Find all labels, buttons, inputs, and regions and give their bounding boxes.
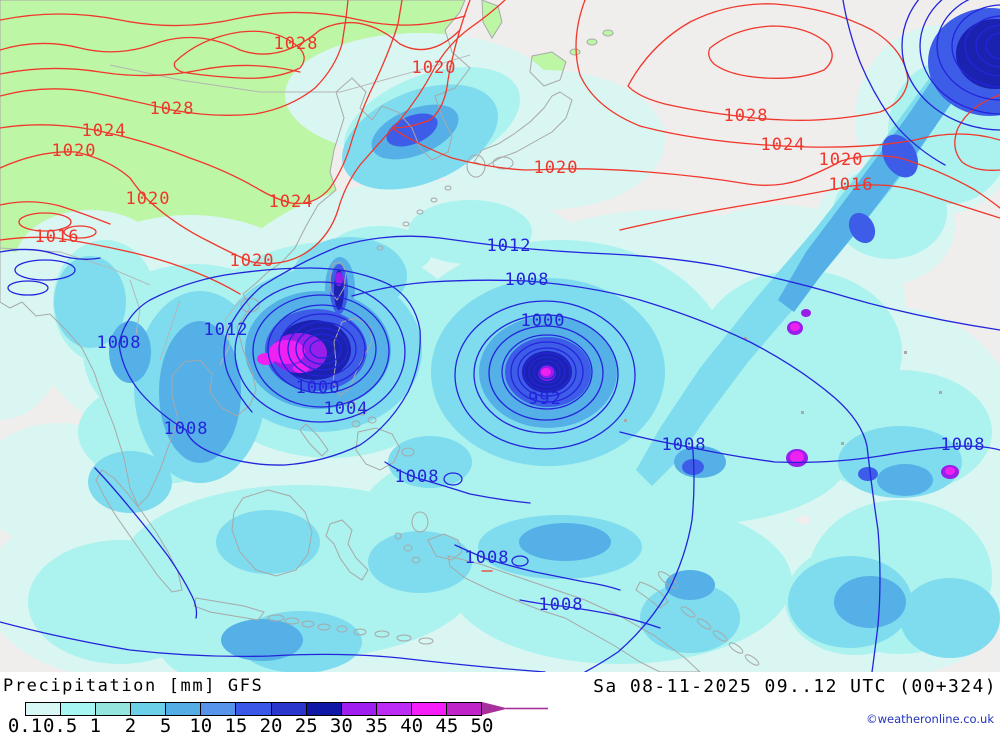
isobar-label-1008: 1008 xyxy=(940,435,986,456)
isobar-label-1024: 1024 xyxy=(81,121,127,142)
colorbar-cell-6 xyxy=(236,703,272,715)
isobar-label-1028: 1028 xyxy=(149,99,195,120)
isobar-label-1008: 1008 xyxy=(504,270,550,291)
isobar-label-992: 992 xyxy=(528,389,562,410)
colorbar-cell-11 xyxy=(411,703,447,715)
weather-map xyxy=(0,0,1000,672)
colorbar-cell-3 xyxy=(131,703,167,715)
scale-label-20: 20 xyxy=(259,715,283,733)
isobar-label-1000: 1000 xyxy=(295,378,341,399)
colorbar-cell-8 xyxy=(306,703,342,715)
scale-label-30: 30 xyxy=(329,715,353,733)
isobar-label-1008: 1008 xyxy=(394,467,440,488)
precipitation-colorbar xyxy=(25,702,482,716)
scale-label-40: 40 xyxy=(400,715,424,733)
isobars-low-pressure xyxy=(0,0,1000,672)
scale-label-45: 45 xyxy=(435,715,459,733)
colorbar-cell-0 xyxy=(26,703,62,715)
isobar-label-1012: 1012 xyxy=(203,320,249,341)
isobar-label-1008: 1008 xyxy=(464,548,510,569)
colorbar-cell-9 xyxy=(341,703,377,715)
isobar-label-1016: 1016 xyxy=(34,227,80,248)
scale-label-25: 25 xyxy=(294,715,318,733)
scale-label-15: 15 xyxy=(224,715,248,733)
isobar-label-1028: 1028 xyxy=(723,106,769,127)
scale-label-50: 50 xyxy=(470,715,494,733)
isobar-label-1020: 1020 xyxy=(229,251,275,272)
scale-label-0.1: 0.1 xyxy=(7,715,43,733)
scale-label-0.5: 0.5 xyxy=(42,715,78,733)
colorbar-cell-2 xyxy=(96,703,132,715)
isobar-label-1020: 1020 xyxy=(51,141,97,162)
isobar-label-1008: 1008 xyxy=(538,595,584,616)
isobar-label-1024: 1024 xyxy=(268,192,314,213)
forecast-datetime: Sa 08-11-2025 09..12 UTC (00+324) xyxy=(593,676,997,697)
scale-label-35: 35 xyxy=(365,715,388,733)
isobar-labels-layer: 1028 1020 1028 1024 1020 1020 1024 1016 1020 1020… xyxy=(34,34,986,616)
scale-label-10: 10 xyxy=(189,715,213,733)
isobar-label-1020: 1020 xyxy=(533,158,579,179)
scale-label-2: 2 xyxy=(124,715,137,733)
colorbar-cell-7 xyxy=(271,703,307,715)
isobar-label-1012: 1012 xyxy=(486,236,532,257)
legend-title: Precipitation [mm] GFS xyxy=(3,676,264,696)
colorbar-cell-10 xyxy=(376,703,412,715)
isobar-label-1028: 1028 xyxy=(273,34,319,55)
isobar-label-1016: 1016 xyxy=(828,175,874,196)
isobar-label-1004: 1004 xyxy=(323,399,369,420)
isobar-label-1020: 1020 xyxy=(411,58,457,79)
isobar-label-1024: 1024 xyxy=(760,135,806,156)
scale-label-5: 5 xyxy=(159,715,172,733)
isobar-label-1008: 1008 xyxy=(661,435,707,456)
colorbar-cell-5 xyxy=(201,703,237,715)
copyright-notice: ©weatheronline.co.uk xyxy=(866,712,994,726)
isobar-label-1020: 1020 xyxy=(818,150,864,171)
scale-label-1: 1 xyxy=(89,715,102,733)
colorbar-cell-12 xyxy=(446,703,482,715)
colorbar-cell-4 xyxy=(166,703,202,715)
isobar-label-1008: 1008 xyxy=(163,419,209,440)
isobar-label-1020: 1020 xyxy=(125,189,171,210)
colorbar-cell-1 xyxy=(61,703,97,715)
isobar-label-1000: 1000 xyxy=(520,311,566,332)
isobar-label-1008: 1008 xyxy=(96,333,142,354)
isobars-high-pressure xyxy=(0,0,1000,572)
colorbar-overflow-arrow xyxy=(482,702,548,715)
